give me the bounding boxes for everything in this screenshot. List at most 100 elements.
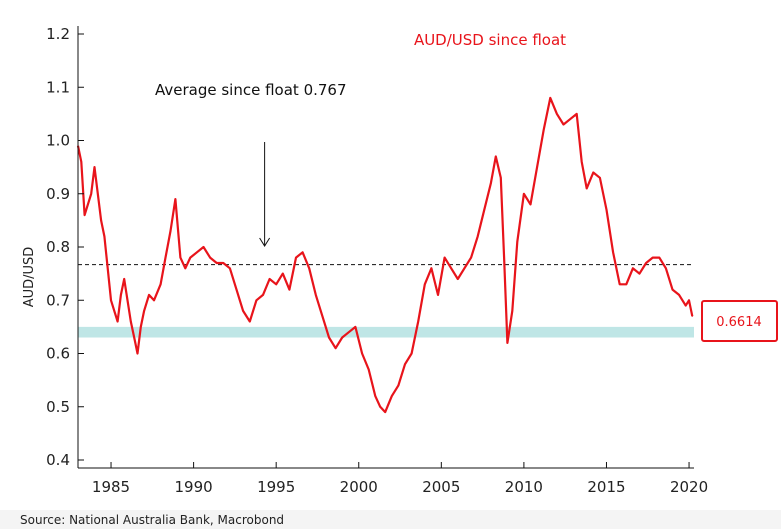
- data-point: [599, 177, 601, 179]
- y-tick-label: 1.0: [46, 132, 70, 150]
- data-point: [477, 235, 479, 237]
- data-point: [269, 278, 271, 280]
- data-point: [511, 310, 513, 312]
- data-point: [581, 161, 583, 163]
- y-tick-label: 0.8: [46, 238, 70, 256]
- data-point: [658, 257, 660, 259]
- data-point: [424, 283, 426, 285]
- data-point: [500, 177, 502, 179]
- data-point: [354, 326, 356, 328]
- data-point: [97, 193, 99, 195]
- y-tick-label: 1.2: [46, 25, 70, 43]
- data-point: [586, 187, 588, 189]
- data-point: [368, 368, 370, 371]
- data-point: [404, 363, 406, 365]
- data-point: [549, 97, 551, 99]
- y-tick-label: 0.7: [46, 291, 70, 309]
- data-point: [133, 336, 135, 339]
- average-annotation-text: Average since float 0.767: [155, 81, 347, 99]
- data-point: [179, 257, 181, 259]
- data-point: [536, 166, 538, 168]
- data-point: [516, 241, 518, 243]
- data-point: [457, 278, 459, 280]
- data-point: [169, 230, 172, 232]
- data-point: [117, 320, 119, 323]
- x-tick-label: 1990: [175, 478, 213, 496]
- data-point: [84, 214, 86, 216]
- data-point: [110, 299, 112, 301]
- data-point: [495, 155, 497, 158]
- latest-value-callout-box: [701, 300, 778, 342]
- source-note: Source: National Australia Bank, Macrobo…: [20, 513, 284, 527]
- data-point: [592, 171, 594, 174]
- data-point: [632, 267, 634, 269]
- data-point: [503, 257, 505, 259]
- highlight-band: [78, 326, 694, 338]
- data-point: [113, 310, 115, 312]
- data-point: [148, 294, 150, 296]
- data-point: [483, 209, 485, 211]
- plot-area-background: [0, 0, 781, 510]
- data-point: [444, 257, 446, 259]
- data-point: [463, 267, 465, 269]
- data-point: [209, 257, 211, 259]
- data-point: [184, 267, 186, 269]
- data-point: [562, 123, 565, 126]
- data-point: [80, 161, 82, 163]
- y-ticks: 0.4 0.5 0.6 0.7 0.8 0.9 1.0 1.1 1.2: [46, 25, 84, 469]
- data-point: [196, 251, 198, 253]
- data-point: [275, 283, 277, 285]
- data-point: [328, 336, 330, 339]
- data-point: [321, 315, 323, 317]
- data-point: [361, 352, 363, 355]
- x-tick-label: 2010: [505, 478, 543, 496]
- y-tick-label: 0.9: [46, 185, 70, 203]
- data-point: [374, 395, 376, 397]
- data-point: [126, 299, 129, 301]
- data-point: [529, 203, 532, 205]
- data-point: [90, 193, 92, 195]
- data-point: [688, 299, 690, 301]
- data-point: [229, 267, 231, 269]
- data-point: [430, 267, 432, 269]
- annotation-arrow-head: [259, 237, 271, 247]
- series-line-0: [76, 96, 694, 414]
- data-point: [174, 198, 176, 200]
- data-point: [619, 283, 621, 285]
- data-point: [638, 273, 641, 275]
- data-point: [605, 209, 608, 211]
- data-point: [384, 411, 386, 413]
- y-tick-label: 0.6: [46, 345, 70, 363]
- x-tick-label: 2020: [670, 478, 708, 496]
- series-group: [76, 96, 694, 414]
- data-point: [93, 166, 96, 168]
- y-axis-label: AUD/USD: [22, 247, 37, 308]
- data-point: [242, 310, 244, 312]
- x-tick-label: 1995: [257, 478, 295, 496]
- data-point: [164, 257, 167, 259]
- data-point: [335, 347, 337, 349]
- data-point: [612, 251, 614, 253]
- data-point: [235, 289, 238, 291]
- x-ticks: 1985 1990 1995 2000 2005 2010 2015 2020: [92, 462, 708, 496]
- data-point: [348, 331, 350, 333]
- y-tick-label: 0.5: [46, 398, 70, 416]
- data-point: [437, 294, 439, 296]
- data-point: [302, 251, 304, 253]
- data-point: [470, 257, 472, 259]
- y-tick-label: 0.4: [46, 451, 70, 469]
- data-point: [308, 267, 310, 269]
- data-point: [100, 219, 102, 221]
- data-point: [652, 257, 654, 259]
- data-point: [120, 294, 122, 296]
- data-point: [295, 257, 297, 259]
- data-point: [678, 294, 680, 296]
- data-point: [222, 262, 224, 264]
- data-point: [569, 118, 571, 120]
- data-point: [576, 113, 578, 115]
- data-point: [685, 305, 687, 307]
- data-point: [523, 193, 525, 195]
- data-point: [249, 320, 251, 323]
